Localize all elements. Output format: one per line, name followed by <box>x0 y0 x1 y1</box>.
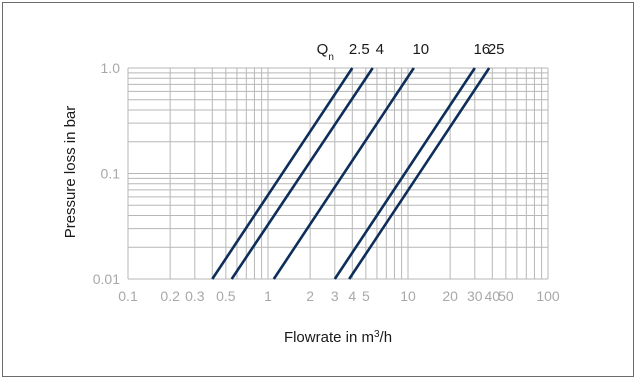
series-line-25 <box>348 67 491 280</box>
series-line-2-5 <box>211 67 354 280</box>
x-tick-label: 1 <box>264 288 272 304</box>
x-tick-label: 100 <box>536 288 560 304</box>
x-tick-label: 4 <box>348 288 356 304</box>
y-tick-label: 0.1 <box>101 166 121 182</box>
x-tick-label: 30 <box>467 288 483 304</box>
x-tick-label: 2 <box>306 288 314 304</box>
x-tick-label: 0.2 <box>160 288 180 304</box>
series-label-10: 10 <box>412 41 429 58</box>
series-line-10 <box>272 67 415 280</box>
x-tick-label: 5 <box>362 288 370 304</box>
series-line-4 <box>230 67 374 280</box>
series-label-2-5: 2.5 <box>349 41 370 58</box>
x-axis-label: Flowrate in m3/h <box>284 329 392 347</box>
qn-label: Qn <box>317 41 334 63</box>
series-line-16 <box>333 67 476 280</box>
series-label-4: 4 <box>376 41 384 58</box>
y-axis-label: Pressure loss in bar <box>62 106 79 239</box>
x-tick-label: 3 <box>331 288 339 304</box>
x-tick-label: 0.1 <box>118 288 138 304</box>
x-tick-label: 0.3 <box>185 288 205 304</box>
series-lines <box>211 67 491 280</box>
y-tick-label: 1.0 <box>101 60 121 76</box>
x-tick-label: 10 <box>400 288 416 304</box>
y-tick-labels: 0.01 0.1 1.0 <box>93 60 120 287</box>
y-tick-label: 0.01 <box>93 271 120 287</box>
x-tick-label: 50 <box>498 288 514 304</box>
grid <box>127 67 549 280</box>
series-label-25: 25 <box>488 41 505 58</box>
series-label-16: 16 <box>473 41 490 58</box>
x-tick-label: 40 <box>484 288 500 304</box>
x-tick-label: 20 <box>442 288 458 304</box>
x-tick-label: 0.5 <box>216 288 236 304</box>
